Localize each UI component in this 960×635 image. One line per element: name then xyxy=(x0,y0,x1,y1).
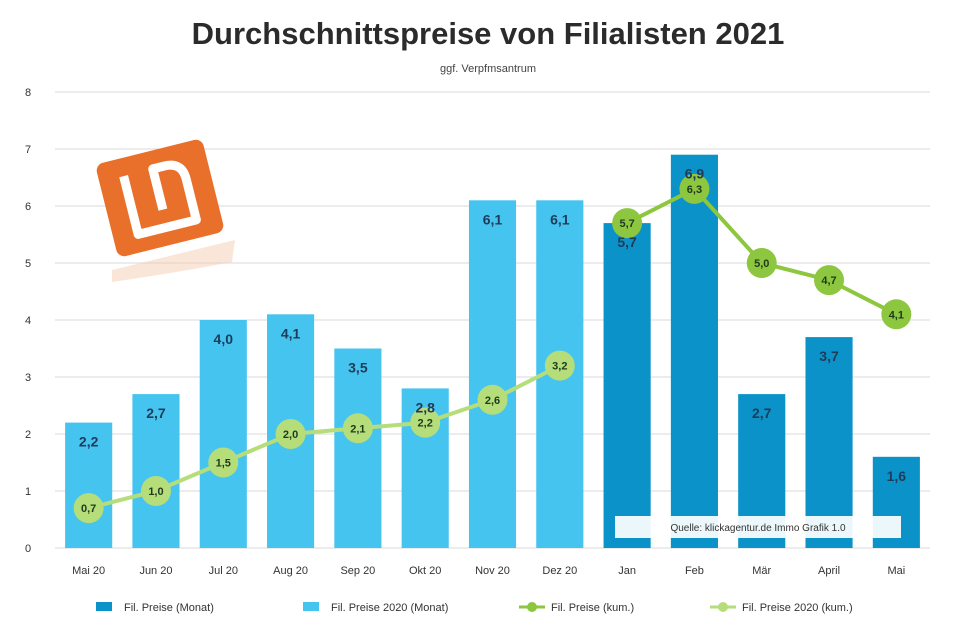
point-value-label: 5,7 xyxy=(619,218,634,230)
line-point xyxy=(410,407,441,438)
x-tick-label: Mai xyxy=(887,565,905,577)
chart-subtitle: ggf. Verpfmsantrum xyxy=(440,63,536,75)
y-tick-label: 8 xyxy=(25,87,31,99)
y-tick-label: 2 xyxy=(25,429,31,441)
axes: 0 1 2 3 4 5 6 7 8 Mai 20 Jun 20 Jul 20 Aug 20 Sep 20 O… xyxy=(25,87,905,577)
legend-item: Fil. Preise (kum.) xyxy=(519,602,634,614)
bar xyxy=(670,154,718,548)
bar-value-label: 3,5 xyxy=(348,360,368,376)
bar xyxy=(468,200,517,549)
legend-marker xyxy=(718,602,728,612)
bar-value-label: 6,9 xyxy=(685,166,705,182)
legend-label: Fil. Preise 2020 (kum.) xyxy=(742,602,853,614)
line-point xyxy=(73,493,104,524)
bar-value-label: 4,0 xyxy=(214,331,234,347)
x-tick-label: Dez 20 xyxy=(542,565,577,577)
bars xyxy=(65,154,920,549)
legend: Fil. Preise (Monat) Fil. Preise 2020 (Mon… xyxy=(96,602,853,614)
bar xyxy=(334,348,382,548)
bar xyxy=(603,223,651,548)
bar-value-label: 1,6 xyxy=(887,468,907,484)
x-tick-label: Okt 20 xyxy=(409,565,441,577)
point-value-label: 2,6 xyxy=(485,395,500,407)
point-value-label: 6,3 xyxy=(687,184,702,196)
legend-item: Fil. Preise (Monat) xyxy=(96,602,214,614)
x-tick-label: Mai 20 xyxy=(72,565,105,577)
legend-marker xyxy=(527,602,537,612)
line-point xyxy=(612,208,643,239)
point-value-label: 5,0 xyxy=(754,258,769,270)
x-tick-label: Feb xyxy=(685,565,704,577)
line-point xyxy=(746,248,777,278)
x-tick-label: Aug 20 xyxy=(273,565,308,577)
bar-value-label: 2,7 xyxy=(752,405,772,421)
point-value-label: 4,7 xyxy=(821,275,836,287)
data-labels: 5,7 6,9 2,7 3,7 1,6 2,2 2,7 4,0 4,1 3,5 2,8 6,1 6,1 5… xyxy=(79,166,906,515)
point-value-label: 2,2 xyxy=(418,418,433,430)
x-tick-label: Jun 20 xyxy=(139,565,172,577)
bar xyxy=(199,320,247,548)
x-tick-label: Mär xyxy=(752,565,771,577)
point-value-label: 1,5 xyxy=(216,458,231,470)
y-tick-label: 0 xyxy=(25,543,31,555)
point-value-label: 0,7 xyxy=(81,503,96,515)
y-tick-label: 3 xyxy=(25,372,31,384)
point-value-label: 2,1 xyxy=(350,423,365,435)
y-tick-label: 6 xyxy=(25,201,31,213)
line-point xyxy=(342,413,373,444)
line-point xyxy=(477,384,508,415)
line-point xyxy=(679,173,710,204)
bar-value-label: 2,8 xyxy=(415,399,435,415)
lines xyxy=(73,173,912,524)
bar xyxy=(132,394,180,548)
bar-value-label: 2,2 xyxy=(79,434,99,450)
source-annotation: Quelle: klickagentur.de Immo Grafik 1.0 xyxy=(615,516,901,538)
legend-item: Fil. Preise 2020 (kum.) xyxy=(710,602,853,614)
bar-value-label: 6,1 xyxy=(483,211,503,227)
legend-label: Fil. Preise (kum.) xyxy=(551,602,634,614)
x-tick-label: Jan xyxy=(618,565,636,577)
legend-item: Fil. Preise 2020 (Monat) xyxy=(303,602,448,614)
bar-value-label: 3,7 xyxy=(819,348,839,364)
y-tick-label: 7 xyxy=(25,144,31,156)
source-annotation-text: Quelle: klickagentur.de Immo Grafik 1.0 xyxy=(670,523,846,534)
ld-logo-icon xyxy=(96,139,235,282)
bar-value-label: 2,7 xyxy=(146,405,166,421)
y-tick-label: 4 xyxy=(25,315,31,327)
bar xyxy=(805,337,853,548)
y-tick-label: 5 xyxy=(25,258,31,270)
x-tick-label: Jul 20 xyxy=(209,565,238,577)
y-tick-label: 1 xyxy=(25,486,31,498)
point-value-label: 2,0 xyxy=(283,429,298,441)
point-value-label: 1,0 xyxy=(148,486,163,498)
line-point xyxy=(544,350,575,381)
legend-swatch xyxy=(96,602,112,611)
bar-value-label: 5,7 xyxy=(617,234,637,250)
bar-value-label: 4,1 xyxy=(281,325,301,341)
chart-title: Durchschnittspreise von Filialisten 2021 xyxy=(192,16,785,51)
line-point xyxy=(881,299,912,330)
line-point xyxy=(814,265,845,296)
x-tick-label: Sep 20 xyxy=(340,565,375,577)
line-point xyxy=(275,419,306,449)
bar xyxy=(65,422,113,548)
legend-label: Fil. Preise (Monat) xyxy=(124,602,214,614)
bar-value-label: 6,1 xyxy=(550,211,570,227)
x-tick-label: April xyxy=(818,565,840,577)
point-value-label: 4,1 xyxy=(889,309,904,321)
legend-label: Fil. Preise 2020 (Monat) xyxy=(331,602,448,614)
line-point xyxy=(140,476,171,506)
line-point xyxy=(208,447,239,478)
legend-swatch xyxy=(303,602,319,611)
x-tick-label: Nov 20 xyxy=(475,565,510,577)
point-value-label: 3,2 xyxy=(552,361,567,373)
